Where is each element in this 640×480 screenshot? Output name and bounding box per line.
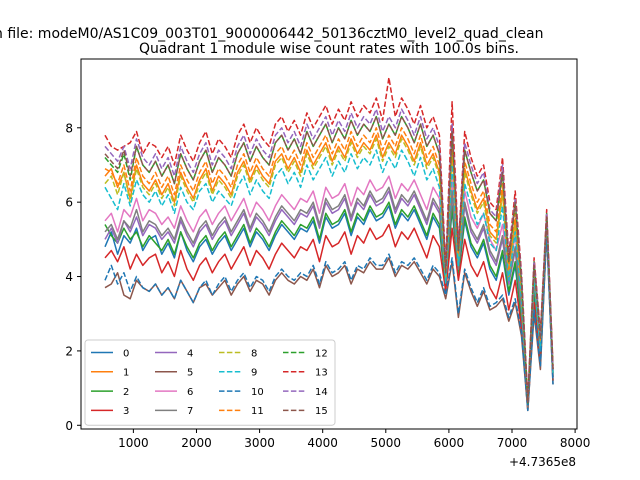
legend-label-11: 11 xyxy=(251,406,264,417)
legend-label-3: 3 xyxy=(123,406,129,417)
series-8-line xyxy=(104,138,554,404)
series-2-line xyxy=(104,201,554,408)
legend-label-5: 5 xyxy=(187,368,193,379)
series-15-line xyxy=(104,115,554,404)
x-tick-label: 4000 xyxy=(307,436,338,450)
y-axis: 0 2 4 6 8 xyxy=(65,121,81,433)
legend-label-9: 9 xyxy=(251,368,257,379)
series-3-line xyxy=(104,223,554,412)
series-10-line xyxy=(104,231,554,412)
series-14-line xyxy=(104,108,554,404)
series-6-line xyxy=(104,175,554,404)
legend-label-14: 14 xyxy=(315,387,328,398)
y-tick-label: 0 xyxy=(65,419,73,433)
legend-frame xyxy=(84,339,336,426)
y-tick-label: 4 xyxy=(65,270,73,284)
series-layer xyxy=(104,76,554,412)
x-tick-label: 1000 xyxy=(118,436,149,450)
x-tick-label: 7000 xyxy=(497,436,528,450)
legend-label-15: 15 xyxy=(315,406,328,417)
legend-label-4: 4 xyxy=(187,348,193,359)
series-4-line xyxy=(104,190,554,404)
y-tick-label: 6 xyxy=(65,196,73,210)
chart-title: Quadrant 1 module wise count rates with … xyxy=(139,41,519,57)
legend-label-1: 1 xyxy=(123,368,129,379)
legend-label-8: 8 xyxy=(251,348,257,359)
legend-label-6: 6 xyxy=(187,387,193,398)
legend-label-13: 13 xyxy=(315,368,328,379)
x-tick-label: 3000 xyxy=(244,436,275,450)
series-7-line xyxy=(104,186,554,408)
series-9-line xyxy=(104,149,554,404)
legend-label-7: 7 xyxy=(187,406,193,417)
series-1-line xyxy=(104,134,554,404)
x-tick-label: 2000 xyxy=(181,436,212,450)
x-tick-label: 8000 xyxy=(560,436,591,450)
series-11-line xyxy=(104,127,554,404)
series-13-line xyxy=(104,76,554,401)
y-tick-label: 8 xyxy=(65,121,73,135)
legend-label-12: 12 xyxy=(315,348,328,359)
y-tick-label: 2 xyxy=(65,344,73,358)
x-offset-label: +4.7365e8 xyxy=(509,455,576,469)
plot-frame xyxy=(80,58,578,430)
x-tick-label: 5000 xyxy=(371,436,402,450)
legend-label-0: 0 xyxy=(123,348,129,359)
x-axis: 1000 2000 3000 4000 5000 6000 7000 8000 xyxy=(118,429,590,450)
legend-label-10: 10 xyxy=(251,387,264,398)
figure-suptitle: n file: modeM0/AS1C09_003T01_9000006442_… xyxy=(0,26,543,42)
legend-label-2: 2 xyxy=(123,387,129,398)
x-tick-label: 6000 xyxy=(434,436,465,450)
